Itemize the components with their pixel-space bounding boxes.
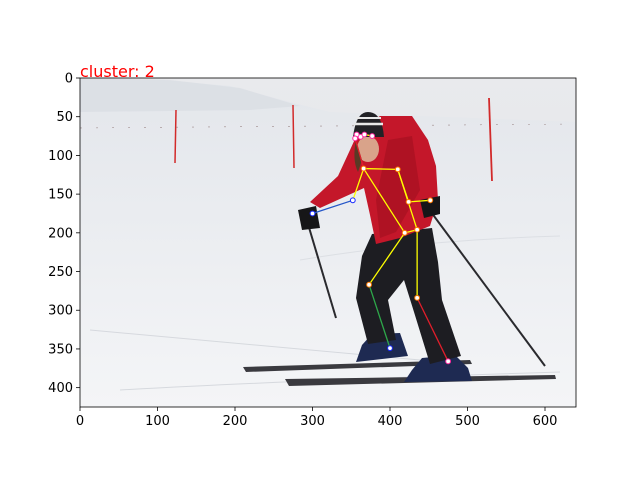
x-tick-label: 500 xyxy=(455,414,480,429)
keypoint-right-ankle xyxy=(387,345,393,352)
y-axis: 0 50 100 150 200 250 300 350 400 xyxy=(48,72,80,396)
y-tick-label: 400 xyxy=(48,381,73,396)
keypoint-right-knee xyxy=(366,281,372,288)
keypoint-left-shoulder xyxy=(394,166,401,173)
slope-marker-pole xyxy=(174,109,177,164)
keypoint-left-wrist xyxy=(427,197,434,204)
x-tick-label: 300 xyxy=(300,414,325,429)
boot-right xyxy=(404,355,472,382)
keypoint-left-ear xyxy=(369,133,376,139)
slope-marker-pole xyxy=(488,97,493,182)
y-tick-label: 0 xyxy=(65,72,73,87)
keypoint-left-knee xyxy=(414,294,421,301)
skier xyxy=(243,112,556,386)
x-tick-label: 200 xyxy=(223,414,248,429)
y-tick-label: 150 xyxy=(48,188,73,203)
skeleton-bone-right-knee-right-ankle xyxy=(368,284,391,349)
skeleton-bone-right-ear-right-shoulder xyxy=(354,138,365,169)
skeleton-bone-left-shoulder-right-shoulder xyxy=(363,167,398,170)
figure-title: cluster: 2 xyxy=(80,62,155,81)
keypoint-left-eye xyxy=(361,131,368,138)
snow-slope xyxy=(80,78,576,407)
keypoint-right-shoulder xyxy=(360,165,367,172)
ski-photo xyxy=(80,78,576,407)
pants xyxy=(356,228,461,364)
skeleton-layer xyxy=(312,133,449,362)
face xyxy=(357,136,379,162)
ski-left xyxy=(243,360,472,372)
y-tick-label: 300 xyxy=(48,304,73,319)
x-axis: 0 100 200 300 400 500 600 xyxy=(76,407,558,429)
x-tick-label: 600 xyxy=(533,414,558,429)
hair xyxy=(354,140,362,172)
ski-pole-left xyxy=(304,213,337,319)
skeleton-bone-right-shoulder-right-elbow xyxy=(352,168,365,201)
y-tick-label: 200 xyxy=(48,226,73,241)
y-tick-label: 350 xyxy=(48,342,73,357)
keypoint-left-ankle xyxy=(445,358,452,365)
keypoint-right-ear xyxy=(352,135,359,142)
y-tick-label: 50 xyxy=(56,110,73,125)
keypoint-right-wrist xyxy=(309,210,316,217)
skeleton-bone-right-hip-right-knee xyxy=(368,232,406,286)
skeleton-bone-right-elbow-right-wrist xyxy=(312,199,354,215)
slope-marker-pole xyxy=(292,104,295,169)
jacket-shading xyxy=(376,136,420,238)
x-tick-label: 400 xyxy=(378,414,403,429)
x-tick-label: 0 xyxy=(76,414,84,429)
keypoint-left-elbow xyxy=(405,198,412,205)
keypoint-layer xyxy=(309,131,452,365)
axes-frame xyxy=(79,77,577,408)
y-tick-label: 100 xyxy=(48,149,73,164)
glove-left xyxy=(420,196,440,218)
keypoint-right-elbow xyxy=(349,197,356,204)
y-tick-label: 250 xyxy=(48,265,73,280)
skeleton-bone-left-elbow-left-wrist xyxy=(408,199,431,203)
skeleton-bone-right-shoulder-right-hip xyxy=(363,168,406,234)
snow-slope-upper xyxy=(80,78,300,112)
keypoint-left-hip xyxy=(414,226,421,233)
skeleton-bone-left-knee-left-ankle xyxy=(416,297,449,362)
x-tick-label: 100 xyxy=(145,414,170,429)
ski-pole-right xyxy=(430,211,546,367)
keypoint-right-hip xyxy=(401,229,408,236)
